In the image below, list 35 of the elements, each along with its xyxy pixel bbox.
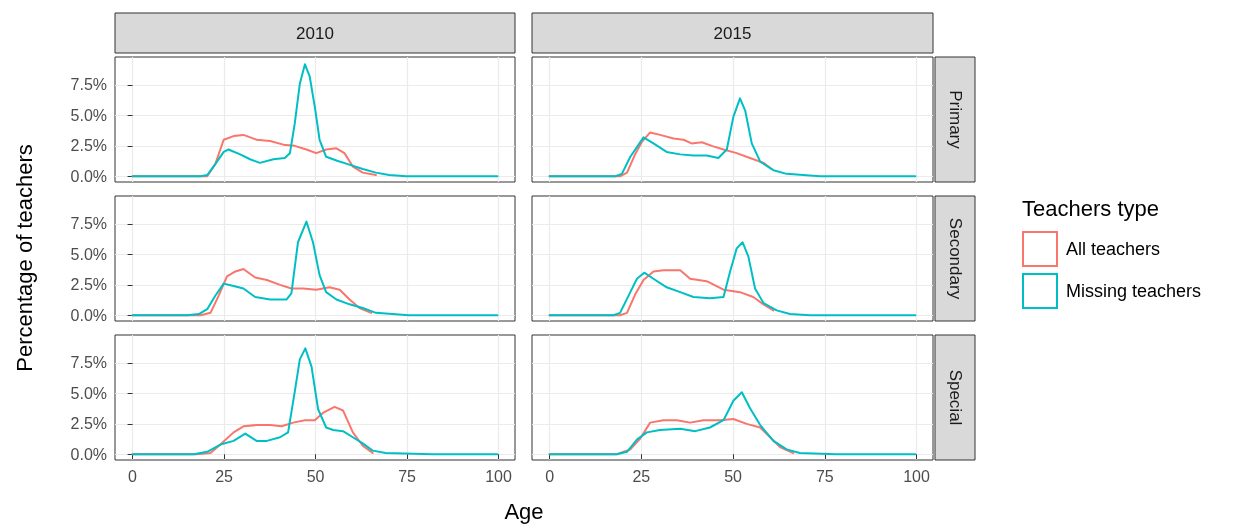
line-series [131, 347, 499, 456]
y-tick-label: 7.5% [70, 215, 107, 233]
x-tick-label: 75 [398, 467, 417, 485]
y-tick-label: 5.0% [70, 384, 107, 402]
y-tick-label: 2.5% [70, 276, 107, 294]
y-tick-label: 0.0% [70, 306, 107, 324]
x-tick-label: 100 [485, 467, 512, 485]
legend-label: All teachers [1066, 238, 1161, 260]
x-tick-label: 50 [306, 467, 325, 485]
x-tick-label: 50 [724, 467, 743, 485]
legend-label: Missing teachers [1066, 280, 1202, 302]
x-tick-label: 25 [215, 467, 234, 485]
x-tick-label: 0 [128, 467, 138, 485]
x-tick-label: 25 [632, 467, 651, 485]
x-tick-label: 100 [903, 467, 930, 485]
y2-axis-title: Secondary [945, 217, 965, 300]
y2-axis-title: Primary [945, 90, 965, 150]
y2-axis-title: Special [945, 369, 965, 426]
x-tick-label: 0 [545, 467, 555, 485]
y-tick-label: 2.5% [70, 415, 107, 433]
y-tick-label: 0.0% [70, 445, 107, 463]
y-axis-title: Percentage of teachers [12, 144, 38, 372]
y-tick-label: 5.0% [70, 245, 107, 263]
line-series [131, 63, 499, 178]
y-tick-label: 5.0% [70, 106, 107, 124]
y-tick-label: 7.5% [70, 354, 107, 372]
legend-title: Teachers type [1022, 196, 1160, 222]
y-tick-label: 7.5% [70, 76, 107, 94]
chart-title: 2010 [296, 23, 334, 43]
y-tick-label: 0.0% [70, 167, 107, 185]
x-tick-label: 75 [815, 467, 834, 485]
line-series [131, 220, 499, 317]
y-tick-label: 2.5% [70, 137, 107, 155]
chart-title: 2015 [713, 23, 752, 43]
x-axis-title: Age [504, 499, 544, 525]
